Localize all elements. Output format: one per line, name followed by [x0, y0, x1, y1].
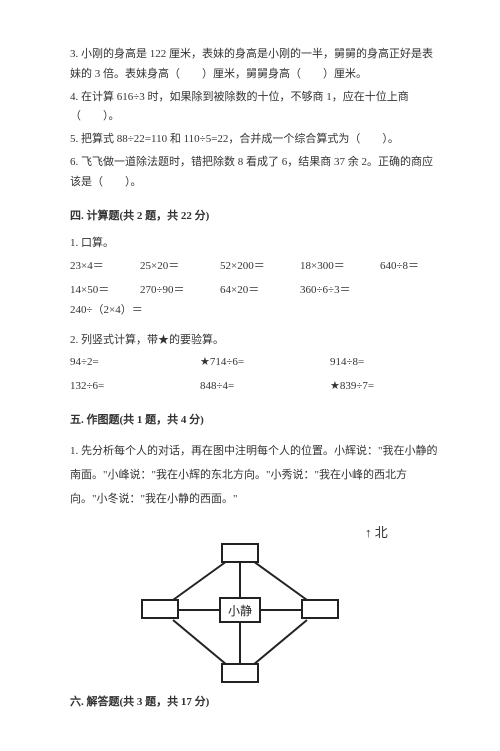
- section-6-title: 六. 解答题(共 3 题，共 17 分): [70, 693, 440, 713]
- calc-row-1: 23×4＝ 25×20＝ 52×200＝ 18×300＝ 640÷8＝: [70, 257, 440, 277]
- question-3: 3. 小刚的身高是 122 厘米，表妹的身高是小刚的一半，舅舅的身高正好是表妹的…: [70, 45, 440, 85]
- calc-item: 64×20＝: [220, 281, 300, 301]
- calc-item: 132÷6=: [70, 377, 200, 397]
- north-arrow-icon: ↑: [365, 525, 372, 540]
- section-5-title: 五. 作图题(共 1 题，共 4 分): [70, 411, 440, 431]
- calc-item: 848÷4=: [200, 377, 330, 397]
- calc-row-2: 14×50＝ 270÷90＝ 64×20＝ 360÷6÷3＝ 240÷（2×4）…: [70, 281, 440, 321]
- calc-item: 360÷6÷3＝: [300, 281, 380, 301]
- calc-item: 240÷（2×4）＝: [70, 301, 143, 321]
- center-label: 小静: [228, 604, 252, 618]
- section-4-q1-label: 1. 口算。: [70, 234, 440, 254]
- section-5-q1: 1. 先分析每个人的对话，再在图中注明每个人的位置。小辉说："我在小静的南面。"…: [70, 439, 440, 512]
- calc-item: ★714÷6=: [200, 353, 330, 373]
- calc-item: 18×300＝: [300, 257, 380, 277]
- calc-item: 94÷2=: [70, 353, 200, 373]
- question-4: 4. 在计算 616÷3 时，如果除到被除数的十位，不够商 1，应在十位上商（ …: [70, 88, 440, 128]
- calc-item: 52×200＝: [220, 257, 300, 277]
- north-label: 北: [375, 525, 388, 540]
- calc-item: 640÷8＝: [380, 257, 419, 277]
- calc-item: ★839÷7=: [330, 377, 374, 397]
- calc-item: 23×4＝: [70, 257, 140, 277]
- question-6: 6. 飞飞做一道除法题时，错把除数 8 看成了 6，结果商 37 余 2。正确的…: [70, 153, 440, 193]
- column-row-2: 132÷6= 848÷4= ★839÷7=: [70, 377, 440, 397]
- calc-item: 914÷8=: [330, 353, 364, 373]
- question-5: 5. 把算式 88÷22=110 和 110÷5=22，合并成一个综合算式为（ …: [70, 130, 440, 150]
- calc-item: 270÷90＝: [140, 281, 220, 301]
- calc-item: 25×20＝: [140, 257, 220, 277]
- position-diagram: 小静: [130, 538, 350, 693]
- column-row-1: 94÷2= ★714÷6= 914÷8=: [70, 353, 440, 373]
- section-4-q2-label: 2. 列竖式计算，带★的要验算。: [70, 331, 440, 351]
- section-4-title: 四. 计算题(共 2 题，共 22 分): [70, 207, 440, 227]
- calc-item: 14×50＝: [70, 281, 140, 301]
